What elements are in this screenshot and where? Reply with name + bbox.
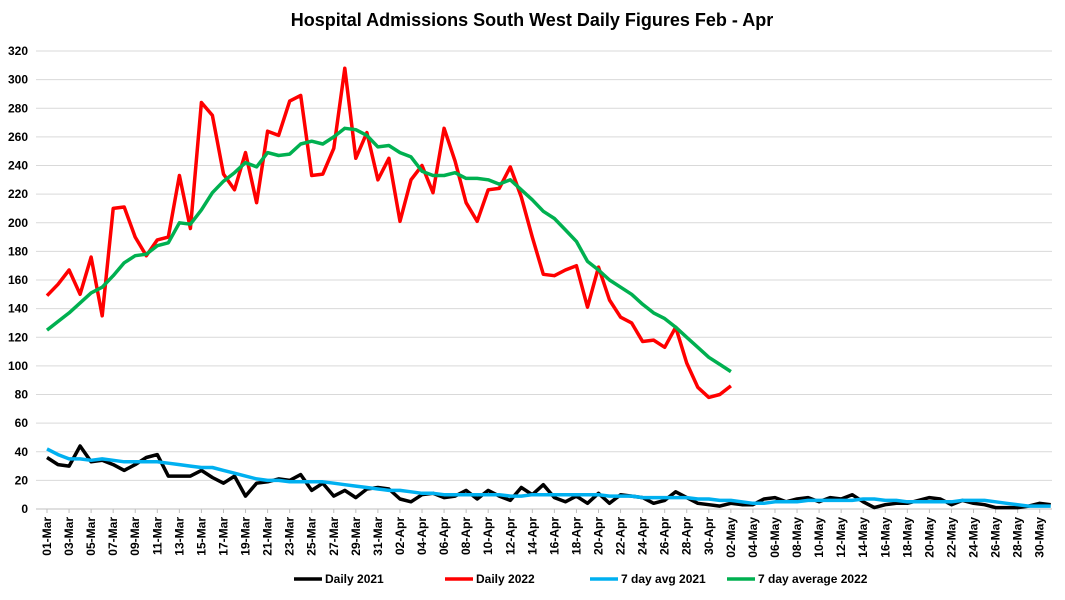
x-tick-label: 19-Mar [239,517,253,556]
y-tick-label: 160 [8,273,28,287]
x-tick-label: 16-May [878,517,892,558]
x-tick-label: 04-Apr [415,517,429,555]
y-tick-label: 280 [8,101,28,115]
x-axis: 01-Mar 03-Mar 05-Mar 07-Mar 09-Mar 11-Mar 13-M… [40,509,1047,558]
y-tick-label: 240 [8,159,28,173]
x-tick-label: 14-Apr [525,517,539,555]
x-tick-label: 17-Mar [216,517,230,556]
x-tick-label: 31-Mar [371,517,385,556]
x-tick-label: 28-Apr [680,517,694,555]
x-tick-label: 24-Apr [636,517,650,555]
chart-title: Hospital Admissions South West Daily Fig… [291,10,773,30]
x-tick-label: 18-Apr [569,517,583,555]
x-tick-label: 12-May [834,517,848,558]
x-tick-label: 27-Mar [327,517,341,556]
x-tick-label: 20-May [922,517,936,558]
y-tick-label: 320 [8,44,28,58]
legend-label: Daily 2021 [325,572,384,586]
x-tick-label: 23-Mar [283,517,297,556]
x-tick-label: 12-Apr [503,517,517,555]
legend-item: Daily 2022 [445,572,535,586]
y-tick-label: 220 [8,187,28,201]
x-tick-label: 08-Apr [459,517,473,555]
gridlines [36,50,1052,510]
y-tick-label: 300 [8,73,28,87]
x-tick-label: 15-Mar [194,517,208,556]
y-axis: 0 20 40 60 80 100 120 140 160 180 200 220 240 260 280 3… [8,44,28,516]
x-tick-label: 02-Apr [393,517,407,555]
legend-label: Daily 2022 [476,572,535,586]
x-tick-label: 25-Mar [305,517,319,556]
x-tick-label: 05-Mar [84,517,98,556]
x-tick-label: 10-Apr [481,517,495,555]
y-tick-label: 120 [8,330,28,344]
x-tick-label: 24-May [967,517,981,558]
x-tick-label: 28-May [1011,517,1025,558]
legend-label: 7 day avg 2021 [621,572,706,586]
x-tick-label: 20-Apr [592,517,606,555]
x-tick-label: 02-May [724,517,738,558]
series-line [46,444,1051,510]
x-tick-label: 26-May [989,517,1003,558]
x-tick-label: 06-May [768,517,782,558]
y-tick-label: 200 [8,216,28,230]
x-tick-label: 03-Mar [62,517,76,556]
y-tick-label: 20 [15,473,29,487]
legend: Daily 2021 Daily 2022 7 day avg 2021 7 day … [294,572,868,586]
x-tick-label: 06-Apr [437,517,451,555]
legend-label: 7 day average 2022 [758,572,868,586]
y-tick-label: 40 [15,445,29,459]
series-7-day-avg-2021 [46,447,1051,508]
x-tick-label: 18-May [900,517,914,558]
x-tick-label: 11-Mar [150,517,164,555]
x-tick-label: 04-May [746,517,760,558]
x-tick-label: 16-Apr [547,517,561,555]
y-tick-label: 60 [15,416,29,430]
x-tick-label: 29-Mar [349,517,363,556]
y-tick-label: 80 [15,388,29,402]
x-tick-label: 13-Mar [172,517,186,556]
series-line [46,447,1051,508]
series-lines [45,66,1051,510]
x-tick-label: 08-May [790,517,804,558]
series-7-day-average-2022 [45,126,732,374]
series-line [45,66,732,400]
x-tick-label: 22-Apr [614,517,628,555]
x-tick-label: 07-Mar [106,517,120,556]
x-tick-label: 09-Mar [128,517,142,556]
x-tick-label: 30-Apr [702,517,716,555]
x-tick-label: 26-Apr [658,517,672,555]
x-tick-label: 21-Mar [261,517,275,556]
legend-item: 7 day avg 2021 [590,572,706,586]
y-tick-label: 180 [8,244,28,258]
x-tick-label: 22-May [944,517,958,558]
x-tick-label: 14-May [856,517,870,558]
x-tick-label: 10-May [812,517,826,558]
legend-item: Daily 2021 [294,572,384,586]
y-tick-label: 140 [8,302,28,316]
series-daily-2021 [46,444,1051,510]
x-tick-label: 30-May [1033,517,1047,558]
y-tick-label: 260 [8,130,28,144]
legend-item: 7 day average 2022 [727,572,868,586]
y-tick-label: 100 [8,359,28,373]
series-daily-2022 [45,66,732,400]
x-tick-label: 01-Mar [40,517,54,556]
y-tick-label: 0 [21,502,28,516]
